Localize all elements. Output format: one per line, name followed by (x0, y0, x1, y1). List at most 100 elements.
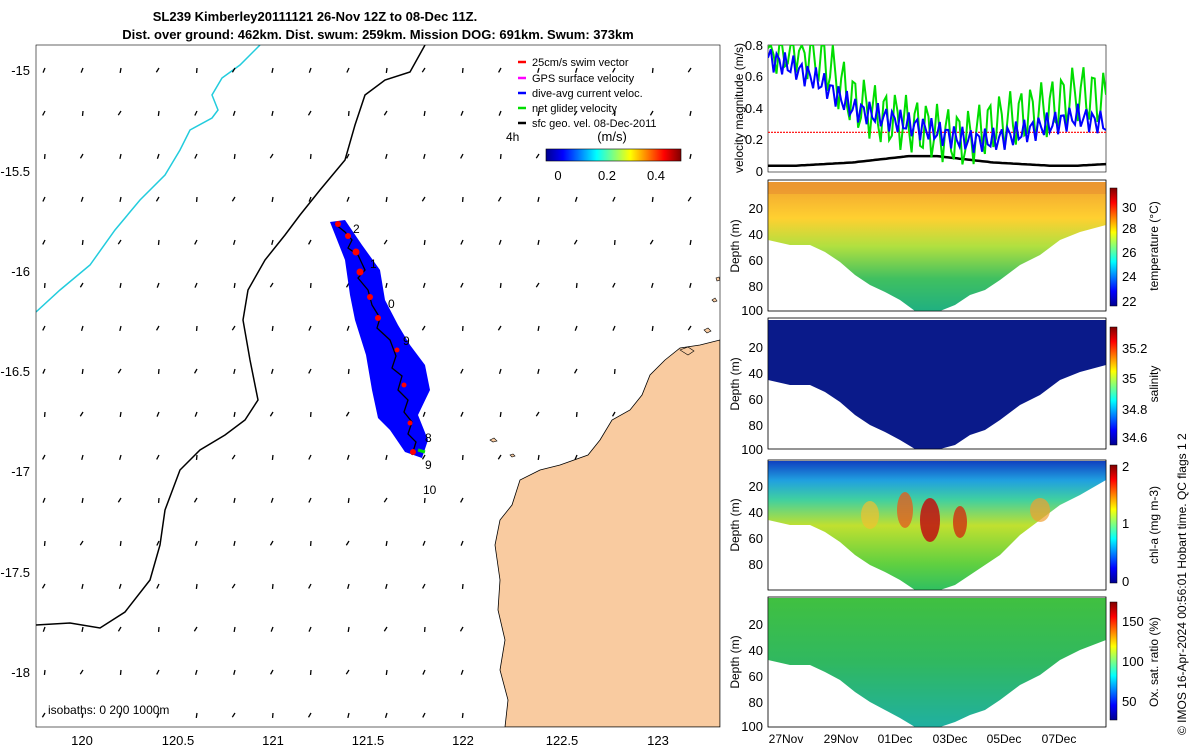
legend-label: dive-avg current veloc. (532, 88, 643, 100)
depth-tick: 80 (749, 557, 763, 572)
velocity-arrow (194, 411, 198, 417)
velocity-arrow (271, 110, 274, 117)
legend-item-swim-vector: 25cm/s swim vector (518, 57, 629, 69)
map-y-tick: -17.5 (0, 565, 30, 580)
map-x-tick: 120.5 (162, 733, 195, 748)
legend-item-dive-avg: dive-avg current veloc. (518, 88, 643, 100)
velocity-arrow (79, 411, 84, 417)
velocity-arrow (307, 712, 312, 718)
colorbar-tick: 34.6 (1122, 430, 1147, 445)
velocity-arrow (271, 454, 274, 461)
velocity-arrow (573, 368, 578, 374)
legend-label: GPS surface velocity (532, 73, 635, 85)
velocity-arrow (612, 67, 616, 73)
velocity-arrow (233, 411, 236, 418)
credit-text: © IMOS 16-Apr-2024 00:56:01 Hobart time.… (1175, 433, 1189, 735)
velocity-arrow (497, 196, 502, 202)
velocity-arrow (347, 583, 350, 589)
velocity-arrow (537, 368, 540, 375)
velocity-arrow (421, 454, 426, 460)
velocity-arrow (460, 153, 464, 159)
velocity-arrow (194, 153, 198, 159)
velocity-y-label: velocity magnitude (m/s) (732, 43, 746, 173)
velocity-arrow (156, 540, 160, 546)
map-y-tick: -17 (11, 464, 30, 479)
velocity-arrow (41, 712, 46, 718)
land-mass (494, 339, 720, 727)
velocity-arrow (81, 626, 84, 633)
map-colorbar-tick: 0.2 (598, 168, 616, 183)
velocity-arrow (689, 153, 692, 160)
velocity-arrow (81, 497, 84, 504)
velocity-arrow (460, 540, 464, 546)
map-panel: 2 1 0 9 8 9 10 120 120.5 121 121.5 122 1… (0, 44, 721, 748)
velocity-series-sfc-geo-vel-08-dec-2011 (768, 154, 1106, 167)
velocity-arrow (385, 153, 388, 159)
velocity-arrow (79, 669, 84, 675)
velocity-arrow (308, 497, 312, 503)
velocity-arrow (499, 282, 502, 289)
velocity-arrow (460, 110, 464, 116)
velocity-arrow (233, 282, 236, 289)
depth-tick: 40 (749, 505, 763, 520)
velocity-arrow (537, 110, 540, 117)
track-label: 8 (425, 431, 432, 445)
isobaths-label: isobaths: 0 200 1000m (48, 703, 169, 717)
oxygen-colorbar: 50 100 150 Ox. sat. ratio (%) (1109, 601, 1161, 721)
velocity-arrow (42, 626, 46, 632)
oxygen-section (768, 598, 1106, 727)
velocity-arrow (231, 712, 236, 718)
velocity-y-tick: 0.6 (745, 69, 763, 84)
track-label: 10 (423, 483, 437, 497)
velocity-arrow (117, 110, 122, 116)
velocity-arrow (232, 110, 236, 116)
velocity-arrow (193, 626, 198, 632)
velocity-arrow (345, 411, 350, 417)
velocity-arrow (119, 153, 122, 160)
colorbar (1109, 187, 1118, 307)
velocity-arrow (81, 454, 84, 460)
velocity-arrow (537, 454, 540, 461)
depth-tick: 20 (749, 340, 763, 355)
velocity-arrow (42, 454, 46, 460)
velocity-arrow (41, 583, 46, 589)
depth-tick: 80 (749, 695, 763, 710)
colorbar-tick: 35.2 (1122, 341, 1147, 356)
velocity-arrow (345, 540, 350, 546)
velocity-y-tick: 0.8 (745, 38, 763, 53)
velocity-arrow (43, 669, 46, 676)
velocity-arrow (308, 368, 312, 374)
velocity-arrow (42, 110, 46, 116)
velocity-arrow (308, 67, 312, 73)
colorbar-label: salinity (1147, 366, 1161, 403)
velocity-panel: 0 0.2 0.4 0.6 0.8 velocity magnitude (m/… (732, 38, 1107, 179)
time-tick: 07Dec (1042, 732, 1077, 746)
title-line-1: SL239 Kimberley20111121 26-Nov 12Z to 08… (153, 9, 477, 24)
velocity-arrow (461, 712, 464, 719)
velocity-arrow (574, 325, 578, 331)
colorbar-label: temperature (°C) (1147, 201, 1161, 291)
track-label: 9 (425, 458, 432, 472)
temperature-section (768, 182, 1106, 311)
chla-colorbar: 0 1 2 chl-a (mg m-3) (1109, 459, 1161, 589)
velocity-arrow (421, 196, 426, 202)
colorbar-tick: 30 (1122, 200, 1136, 215)
depth-label: Depth (m) (728, 219, 742, 272)
velocity-arrow (498, 110, 502, 116)
legend-item-sfc-geo: sfc geo. vel. 08-Dec-2011 (518, 118, 657, 130)
velocity-arrow (383, 239, 388, 245)
velocity-arrow (155, 325, 160, 331)
velocity-arrow (156, 282, 160, 288)
velocity-arrow (231, 196, 236, 202)
velocity-arrow (269, 669, 274, 675)
isobath-200 (36, 45, 426, 629)
velocity-arrow (385, 669, 388, 676)
velocity-arrow (422, 411, 426, 417)
velocity-arrow (422, 583, 426, 589)
velocity-arrow (118, 712, 122, 718)
velocity-arrow (233, 540, 236, 547)
velocity-y-tick: 0.2 (745, 132, 763, 147)
salinity-section (768, 320, 1106, 449)
velocity-arrow (385, 282, 388, 289)
colorbar-tick: 22 (1122, 294, 1136, 309)
